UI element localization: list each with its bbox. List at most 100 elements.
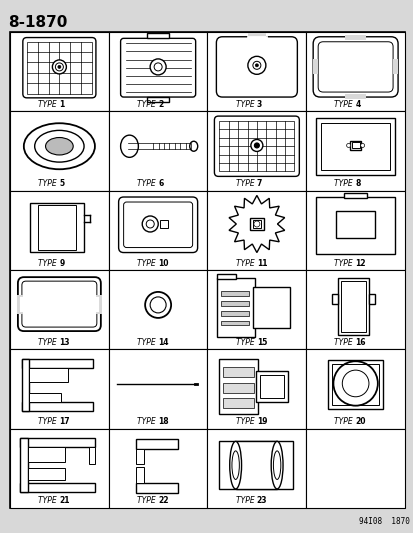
Text: TYPE: TYPE xyxy=(235,259,256,268)
Bar xyxy=(306,191,404,270)
Bar xyxy=(109,270,207,349)
Bar xyxy=(343,193,367,198)
Text: 11: 11 xyxy=(256,259,267,268)
Bar xyxy=(22,359,29,411)
Text: 8: 8 xyxy=(355,179,360,188)
Bar xyxy=(335,211,375,238)
Circle shape xyxy=(146,220,154,228)
Bar xyxy=(306,111,404,191)
Bar xyxy=(10,270,109,349)
Ellipse shape xyxy=(271,441,282,489)
Text: TYPE: TYPE xyxy=(235,497,256,505)
Bar xyxy=(22,359,93,368)
Bar xyxy=(316,118,394,175)
Bar xyxy=(207,429,306,508)
Text: 22: 22 xyxy=(158,497,168,505)
Bar xyxy=(260,375,283,398)
Ellipse shape xyxy=(35,131,84,162)
FancyBboxPatch shape xyxy=(214,116,299,176)
Bar xyxy=(109,32,207,111)
Ellipse shape xyxy=(229,441,241,489)
Ellipse shape xyxy=(24,123,95,169)
Bar xyxy=(207,349,306,429)
Bar xyxy=(344,94,366,99)
Text: 4: 4 xyxy=(355,100,360,109)
Text: 17: 17 xyxy=(59,417,70,426)
Text: 20: 20 xyxy=(355,417,365,426)
Bar xyxy=(221,301,249,305)
Circle shape xyxy=(145,292,171,318)
Bar xyxy=(344,35,366,40)
Text: TYPE: TYPE xyxy=(235,179,256,188)
Bar xyxy=(147,97,169,102)
Circle shape xyxy=(342,370,368,397)
Bar xyxy=(136,439,178,449)
Text: TYPE: TYPE xyxy=(235,417,256,426)
Bar xyxy=(219,441,293,489)
Bar xyxy=(349,141,360,150)
Text: TYPE: TYPE xyxy=(137,338,158,347)
Circle shape xyxy=(255,64,258,67)
Bar xyxy=(331,364,378,405)
Text: 3: 3 xyxy=(256,100,261,109)
Bar xyxy=(253,287,289,328)
Bar xyxy=(249,218,263,230)
Bar xyxy=(217,274,236,279)
FancyBboxPatch shape xyxy=(119,197,197,253)
Bar xyxy=(20,438,28,492)
Circle shape xyxy=(154,63,162,71)
Bar xyxy=(221,321,249,326)
Bar xyxy=(38,205,76,250)
Circle shape xyxy=(150,59,166,75)
FancyBboxPatch shape xyxy=(216,37,297,97)
Text: 15: 15 xyxy=(256,338,267,347)
Text: 14: 14 xyxy=(158,338,168,347)
Bar xyxy=(29,393,61,402)
Bar xyxy=(320,123,389,170)
Ellipse shape xyxy=(231,451,239,480)
Bar xyxy=(331,294,337,304)
Text: TYPE: TYPE xyxy=(38,497,59,505)
FancyBboxPatch shape xyxy=(22,281,97,327)
Bar xyxy=(10,32,109,111)
Text: TYPE: TYPE xyxy=(137,100,158,109)
Ellipse shape xyxy=(120,135,138,157)
Text: 9: 9 xyxy=(59,259,64,268)
Text: TYPE: TYPE xyxy=(38,259,59,268)
Bar xyxy=(10,111,109,191)
Bar xyxy=(89,447,95,464)
Bar xyxy=(221,291,249,295)
Bar xyxy=(109,429,207,508)
Bar xyxy=(136,482,178,493)
Circle shape xyxy=(253,221,259,227)
Bar xyxy=(207,111,306,191)
Bar xyxy=(223,367,254,377)
Bar xyxy=(17,295,23,313)
Bar xyxy=(312,59,318,75)
Bar xyxy=(256,371,287,401)
Bar xyxy=(247,33,265,38)
Text: 2: 2 xyxy=(158,100,163,109)
Bar xyxy=(10,191,109,270)
FancyBboxPatch shape xyxy=(123,202,192,247)
Bar xyxy=(28,469,65,480)
Bar xyxy=(306,32,404,111)
Text: 19: 19 xyxy=(256,417,267,426)
Circle shape xyxy=(247,56,265,74)
Bar xyxy=(327,360,382,409)
Circle shape xyxy=(150,297,166,313)
Bar xyxy=(96,295,102,313)
Bar xyxy=(207,270,306,349)
Bar xyxy=(221,311,249,316)
Bar xyxy=(351,142,359,149)
Circle shape xyxy=(254,143,259,148)
Bar xyxy=(136,467,143,482)
Bar xyxy=(207,32,306,111)
Text: TYPE: TYPE xyxy=(334,338,355,347)
Text: TYPE: TYPE xyxy=(38,417,59,426)
Bar xyxy=(109,349,207,429)
FancyBboxPatch shape xyxy=(18,277,101,331)
FancyBboxPatch shape xyxy=(312,37,397,97)
Text: 8-1870: 8-1870 xyxy=(8,15,67,30)
Bar xyxy=(10,32,404,508)
